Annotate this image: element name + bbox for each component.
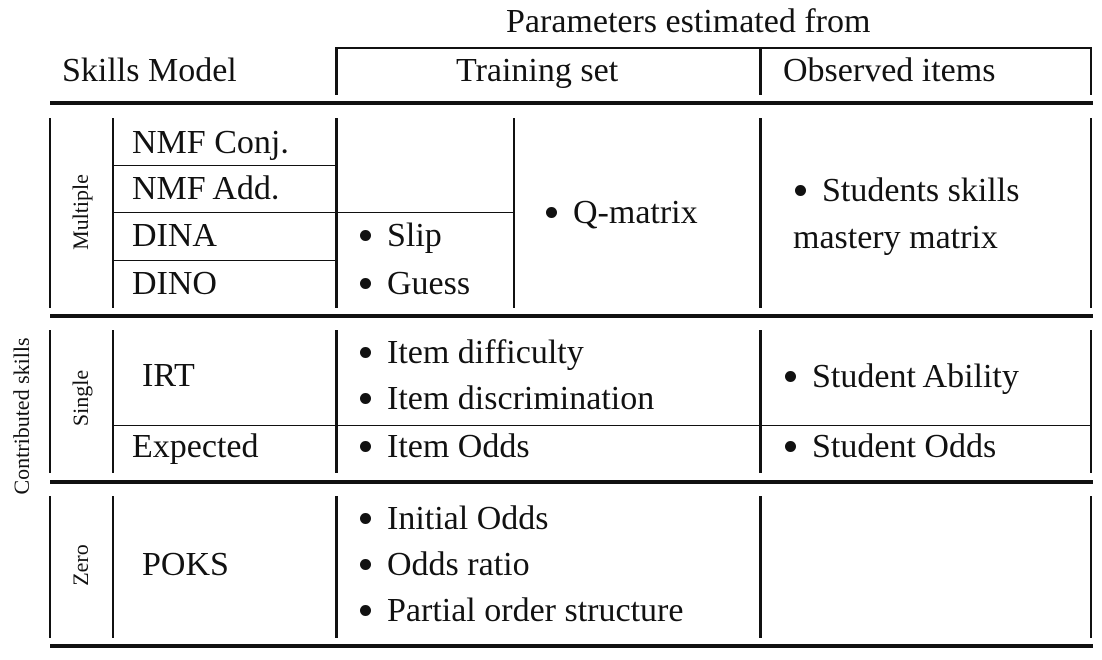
observed-student-ability: Student Ability — [785, 360, 1019, 394]
bullet-icon — [785, 440, 796, 452]
bullet-icon — [360, 512, 371, 524]
model-dina: DINA — [132, 217, 217, 254]
param-odds-ratio-text: Odds ratio — [387, 546, 530, 583]
param-item-discrimination-text: Item discrimination — [387, 380, 655, 417]
group-separator-2 — [50, 480, 1093, 484]
param-initial-odds: Initial Odds — [360, 502, 548, 536]
multiple-vrule-qmatrix — [513, 118, 515, 308]
param-guess-text: Guess — [387, 265, 471, 302]
bullet-icon — [360, 346, 371, 358]
observed-students-skills: Students skills — [795, 174, 1019, 208]
multiple-vrule-observed — [759, 118, 762, 308]
single-vrule-observed — [759, 330, 762, 473]
model-nmf-add: NMF Add. — [132, 170, 280, 207]
zero-group-label: Zero — [68, 544, 93, 586]
contributed-skills-label: Contributed skills — [9, 337, 34, 495]
multiple-group-label: Multiple — [68, 174, 93, 250]
row-rule — [113, 260, 336, 261]
multiple-right-border — [1090, 118, 1092, 308]
bullet-icon — [360, 277, 371, 289]
group-separator-1 — [50, 314, 1093, 318]
row-rule — [113, 212, 513, 213]
header-vrule-2 — [759, 47, 762, 95]
single-right-border — [1090, 330, 1092, 473]
single-vrule-training — [335, 330, 338, 473]
observed-mastery-matrix: mastery matrix — [793, 219, 998, 256]
model-dino: DINO — [132, 265, 217, 302]
bullet-icon — [360, 229, 371, 241]
observed-student-odds: Student Odds — [785, 430, 996, 464]
param-q-matrix: Q-matrix — [546, 196, 698, 230]
observed-student-ability-text: Student Ability — [812, 358, 1019, 395]
param-q-matrix-text: Q-matrix — [573, 194, 698, 231]
zero-vrule-training — [335, 496, 338, 638]
skills-model-header: Skills Model — [62, 52, 237, 89]
bullet-icon — [360, 604, 371, 616]
zero-vrule-observed — [759, 496, 762, 638]
param-guess: Guess — [360, 267, 470, 301]
bullet-icon — [360, 558, 371, 570]
row-rule — [113, 425, 1092, 426]
param-item-odds-text: Item Odds — [387, 428, 530, 465]
header-rule — [336, 47, 1092, 49]
zero-label-rule — [112, 496, 114, 638]
multiple-vrule-training — [335, 118, 338, 308]
bullet-icon — [795, 184, 806, 196]
multiple-label-rule — [112, 118, 114, 308]
param-slip-text: Slip — [387, 217, 442, 254]
param-initial-odds-text: Initial Odds — [387, 500, 549, 537]
single-group-label: Single — [68, 369, 93, 427]
bullet-icon — [360, 440, 371, 452]
observed-students-skills-text: Students skills — [822, 172, 1020, 209]
param-item-odds: Item Odds — [360, 430, 530, 464]
model-expected: Expected — [132, 428, 259, 465]
row-rule — [113, 165, 336, 166]
param-item-discrimination: Item discrimination — [360, 382, 654, 416]
zero-right-border — [1090, 496, 1092, 638]
bullet-icon — [785, 370, 796, 382]
observed-items-header: Observed items — [783, 52, 996, 89]
param-item-difficulty-text: Item difficulty — [387, 334, 584, 371]
param-partial-order: Partial order structure — [360, 594, 683, 628]
zero-left-border — [49, 496, 51, 638]
param-item-difficulty: Item difficulty — [360, 336, 584, 370]
model-poks: POKS — [142, 546, 229, 583]
param-slip: Slip — [360, 219, 442, 253]
model-nmf-conj: NMF Conj. — [132, 124, 289, 161]
header-vrule-1 — [335, 47, 338, 95]
bullet-icon — [546, 206, 557, 218]
single-left-border — [49, 330, 51, 473]
observed-student-odds-text: Student Odds — [812, 428, 997, 465]
single-label-rule — [112, 330, 114, 473]
table-bottom-rule — [50, 644, 1093, 648]
training-set-header: Training set — [456, 52, 619, 89]
multiple-left-border — [49, 118, 51, 308]
params-estimated-header: Parameters estimated from — [506, 3, 871, 40]
param-partial-order-text: Partial order structure — [387, 592, 684, 629]
header-bottom-rule — [50, 101, 1093, 105]
header-vrule-3 — [1090, 47, 1092, 95]
param-odds-ratio: Odds ratio — [360, 548, 530, 582]
model-irt: IRT — [142, 357, 195, 394]
bullet-icon — [360, 392, 371, 404]
